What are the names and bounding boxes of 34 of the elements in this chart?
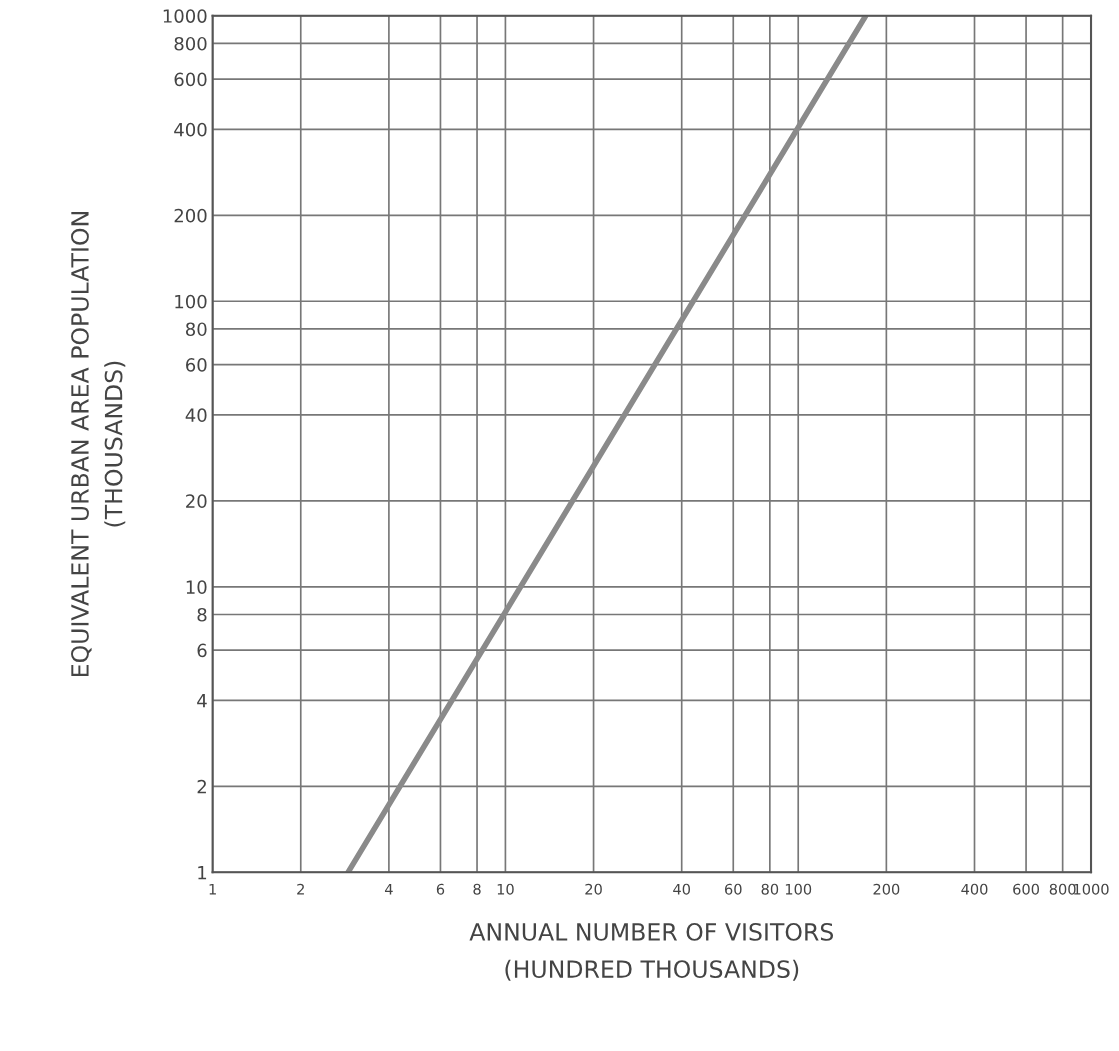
y-tick-label: 1000 bbox=[163, 9, 207, 23]
x-tick-label: 20 bbox=[585, 883, 602, 895]
y-tick-label: 8 bbox=[197, 607, 207, 622]
y-axis-title: EQUIVALENT URBAN AREA POPULATION (THOUSANDS) bbox=[71, 212, 126, 676]
y-tick-label: 80 bbox=[186, 322, 207, 337]
y-tick-label: 40 bbox=[185, 408, 207, 423]
x-tick-label: 600 bbox=[1013, 883, 1040, 895]
y-tick-label: 200 bbox=[174, 208, 207, 223]
y-tick-label: 800 bbox=[174, 36, 207, 51]
y-tick-label: 60 bbox=[186, 358, 207, 372]
y-tick-label: 10 bbox=[186, 580, 207, 594]
y-tick-label: 4 bbox=[197, 694, 207, 708]
y-tick-label: 6 bbox=[197, 643, 207, 658]
x-tick-label: 60 bbox=[725, 883, 742, 895]
x-tick-label: 2 bbox=[297, 883, 304, 895]
x-tick-label: 10 bbox=[497, 883, 514, 895]
x-tick-label: 4 bbox=[384, 883, 393, 895]
x-tick-label: 1 bbox=[209, 883, 216, 895]
x-tick-label: 8 bbox=[473, 883, 481, 895]
x-tick-label: 40 bbox=[673, 883, 691, 895]
y-tick-label: 20 bbox=[186, 494, 207, 508]
x-tick-label: 80 bbox=[761, 883, 779, 895]
x-tick-label: 6 bbox=[436, 883, 445, 895]
x-axis-title: ANNUAL NUMBER OF VISITORS (HUNDRED THOUSANDS) bbox=[469, 922, 834, 981]
x-tick-label: 100 bbox=[785, 883, 812, 895]
x-tick-label: 1000 bbox=[1074, 883, 1109, 895]
y-tick-label: 1 bbox=[198, 866, 207, 880]
y-tick-label: 100 bbox=[175, 294, 207, 309]
y-tick-label: 400 bbox=[174, 122, 207, 137]
y-tick-label: 2 bbox=[197, 779, 206, 794]
x-tick-label: 800 bbox=[1049, 883, 1076, 895]
x-tick-label: 400 bbox=[961, 883, 988, 895]
y-tick-label: 600 bbox=[174, 72, 207, 87]
x-tick-label: 200 bbox=[873, 883, 900, 895]
